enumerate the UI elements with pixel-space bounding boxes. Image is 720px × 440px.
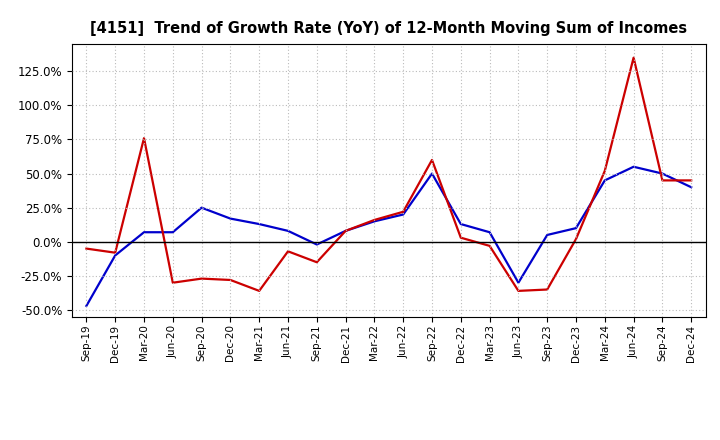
Ordinary Income Growth Rate	[312, 242, 321, 247]
Net Income Growth Rate	[629, 55, 638, 60]
Net Income Growth Rate	[255, 288, 264, 293]
Net Income Growth Rate	[514, 288, 523, 293]
Net Income Growth Rate	[600, 168, 609, 173]
Net Income Growth Rate	[428, 157, 436, 162]
Ordinary Income Growth Rate	[428, 171, 436, 176]
Net Income Growth Rate	[687, 178, 696, 183]
Net Income Growth Rate	[168, 280, 177, 286]
Net Income Growth Rate	[140, 136, 148, 141]
Net Income Growth Rate	[370, 217, 379, 223]
Ordinary Income Growth Rate	[572, 225, 580, 231]
Net Income Growth Rate	[485, 243, 494, 249]
Net Income Growth Rate	[82, 246, 91, 251]
Ordinary Income Growth Rate	[600, 178, 609, 183]
Ordinary Income Growth Rate	[543, 232, 552, 238]
Ordinary Income Growth Rate	[341, 228, 350, 234]
Ordinary Income Growth Rate	[687, 185, 696, 190]
Ordinary Income Growth Rate	[399, 212, 408, 217]
Ordinary Income Growth Rate	[111, 253, 120, 258]
Ordinary Income Growth Rate	[168, 230, 177, 235]
Ordinary Income Growth Rate	[485, 230, 494, 235]
Net Income Growth Rate	[543, 287, 552, 292]
Ordinary Income Growth Rate	[226, 216, 235, 221]
Ordinary Income Growth Rate	[197, 205, 206, 210]
Net Income Growth Rate	[111, 250, 120, 255]
Ordinary Income Growth Rate	[140, 230, 148, 235]
Net Income Growth Rate	[658, 178, 667, 183]
Net Income Growth Rate	[312, 260, 321, 265]
Net Income Growth Rate	[284, 249, 292, 254]
Net Income Growth Rate	[572, 236, 580, 242]
Ordinary Income Growth Rate	[82, 303, 91, 308]
Title: [4151]  Trend of Growth Rate (YoY) of 12-Month Moving Sum of Incomes: [4151] Trend of Growth Rate (YoY) of 12-…	[90, 21, 688, 36]
Ordinary Income Growth Rate	[629, 164, 638, 169]
Ordinary Income Growth Rate	[514, 280, 523, 286]
Net Income Growth Rate	[226, 277, 235, 282]
Ordinary Income Growth Rate	[456, 221, 465, 227]
Net Income Growth Rate	[341, 228, 350, 234]
Line: Ordinary Income Growth Rate: Ordinary Income Growth Rate	[86, 167, 691, 306]
Ordinary Income Growth Rate	[284, 228, 292, 234]
Ordinary Income Growth Rate	[370, 219, 379, 224]
Line: Net Income Growth Rate: Net Income Growth Rate	[86, 58, 691, 291]
Net Income Growth Rate	[456, 235, 465, 240]
Ordinary Income Growth Rate	[255, 221, 264, 227]
Ordinary Income Growth Rate	[658, 171, 667, 176]
Net Income Growth Rate	[197, 276, 206, 281]
Net Income Growth Rate	[399, 209, 408, 214]
